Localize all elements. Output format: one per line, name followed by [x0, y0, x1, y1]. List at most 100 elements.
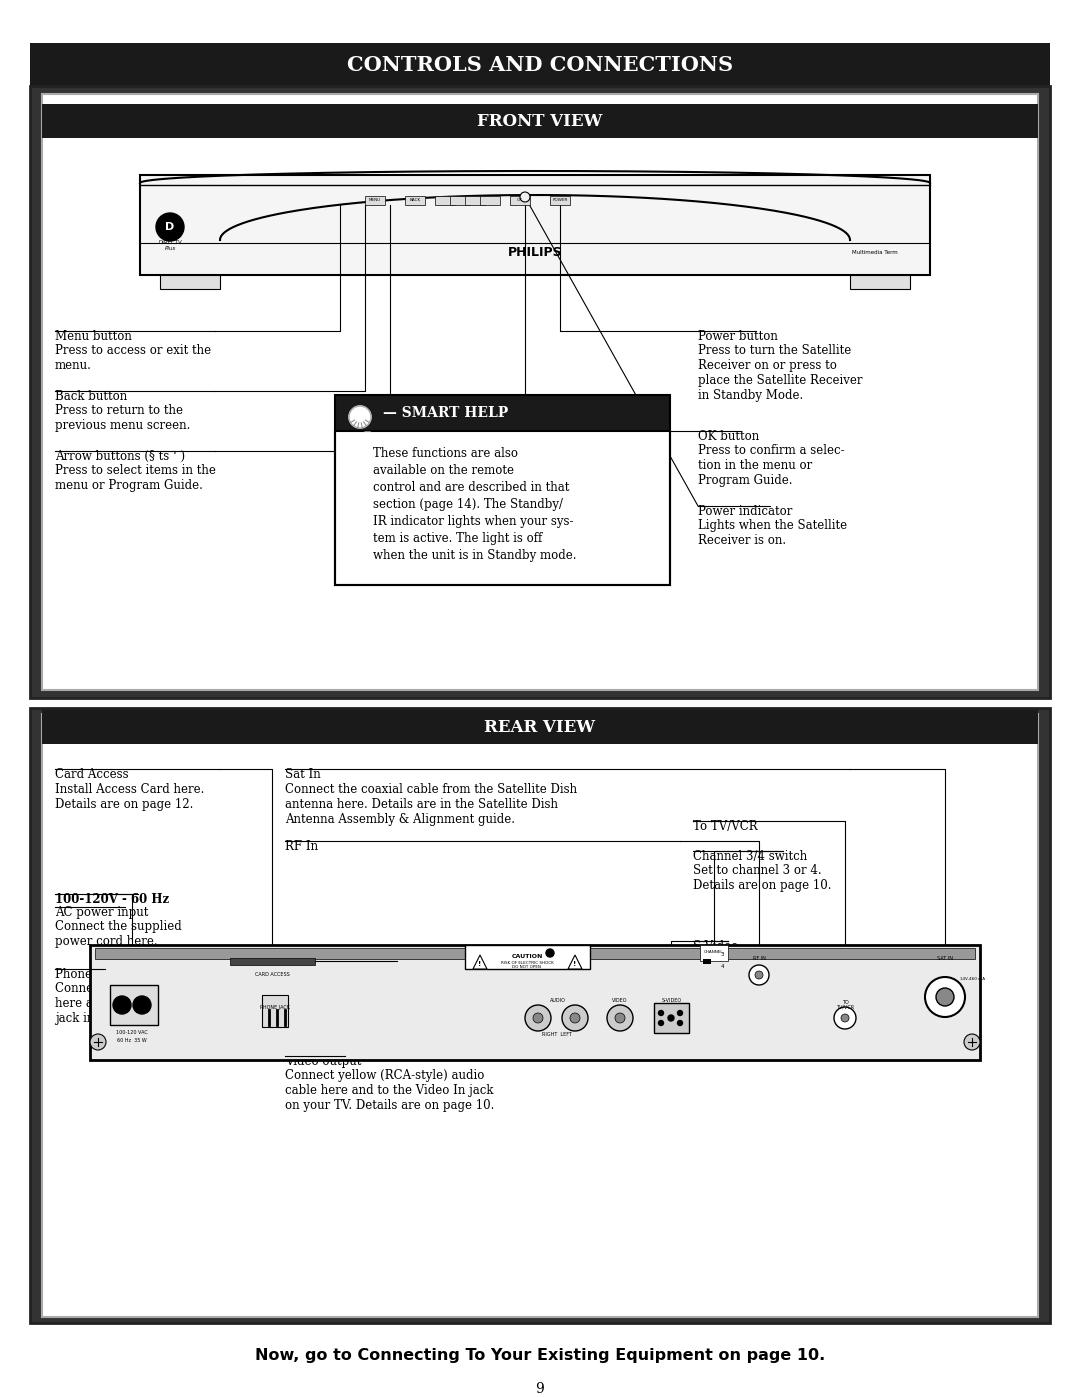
- Text: Press to select items in the
menu or Program Guide.: Press to select items in the menu or Pro…: [55, 464, 216, 492]
- Text: Set to channel 3 or 4.
Details are on page 10.: Set to channel 3 or 4. Details are on pa…: [693, 863, 832, 893]
- Bar: [95, 949, 975, 958]
- Text: Press to confirm a selec-
tion in the menu or
Program Guide.: Press to confirm a selec- tion in the me…: [698, 444, 845, 488]
- Bar: [335, 395, 670, 585]
- Text: PHONE JACK: PHONE JACK: [260, 1004, 291, 1010]
- Text: Install Access Card here.
Details are on page 12.: Install Access Card here. Details are on…: [55, 782, 204, 812]
- Circle shape: [615, 1013, 625, 1023]
- Circle shape: [677, 1010, 683, 1016]
- Text: Back button: Back button: [55, 390, 127, 402]
- Bar: [335, 395, 670, 432]
- Text: 4: 4: [720, 964, 724, 970]
- Text: Lights when the Satellite
Receiver is on.: Lights when the Satellite Receiver is on…: [698, 520, 847, 548]
- Text: RISK OF ELECTRIC SHOCK: RISK OF ELECTRIC SHOCK: [501, 961, 553, 965]
- Circle shape: [607, 1004, 633, 1031]
- Bar: [110, 985, 158, 1025]
- Circle shape: [755, 971, 762, 979]
- Bar: [335, 432, 670, 585]
- Circle shape: [519, 191, 530, 203]
- Bar: [654, 1003, 689, 1032]
- Polygon shape: [568, 956, 582, 970]
- Bar: [42, 103, 1038, 138]
- Text: Now, go to Connecting To Your Existing Equipment on page 10.: Now, go to Connecting To Your Existing E…: [255, 1348, 825, 1363]
- Circle shape: [936, 988, 954, 1006]
- Circle shape: [841, 1014, 849, 1023]
- Text: CONTROLS AND CONNECTIONS: CONTROLS AND CONNECTIONS: [347, 54, 733, 75]
- Bar: [703, 958, 711, 964]
- Text: OK button: OK button: [698, 430, 759, 443]
- Text: TO: TO: [841, 999, 849, 1004]
- Text: Power indicator: Power indicator: [698, 504, 793, 518]
- Text: CAUTION: CAUTION: [511, 954, 542, 958]
- Bar: [30, 708, 1050, 1323]
- Bar: [30, 87, 1050, 698]
- Bar: [140, 175, 930, 275]
- Text: TV/VCR: TV/VCR: [836, 1004, 854, 1010]
- Text: VIDEO: VIDEO: [612, 997, 627, 1003]
- Circle shape: [924, 977, 966, 1017]
- Text: Arrow buttons (§ ts ‘ ): Arrow buttons (§ ts ‘ ): [55, 450, 185, 462]
- Text: FRONT VIEW: FRONT VIEW: [477, 113, 603, 130]
- Text: AC power input: AC power input: [55, 907, 148, 919]
- Text: Press to access or exit the
menu.: Press to access or exit the menu.: [55, 344, 211, 372]
- Text: 3: 3: [720, 953, 724, 957]
- Circle shape: [113, 996, 131, 1014]
- Circle shape: [659, 1020, 663, 1025]
- Text: Connect an S-Video cable
here and to the S-Video
IN jack on the TV or
other vide: Connect an S-Video cable here and to the…: [693, 954, 846, 1011]
- Text: Connect the phone cord
here and to the wall phone
jack in your home.: Connect the phone cord here and to the w…: [55, 982, 215, 1025]
- Text: 100-120V - 60 Hz: 100-120V - 60 Hz: [55, 893, 170, 907]
- Bar: [30, 43, 1050, 88]
- Circle shape: [156, 212, 184, 242]
- Circle shape: [90, 1034, 106, 1051]
- Text: Connect the coaxial cable from the Satellite Dish
antenna here. Details are in t: Connect the coaxial cable from the Satel…: [285, 782, 577, 826]
- Text: BACK: BACK: [409, 198, 420, 203]
- Text: RF IN: RF IN: [753, 956, 766, 961]
- Polygon shape: [473, 956, 487, 970]
- Bar: [850, 275, 910, 289]
- Text: S-VIDEO: S-VIDEO: [662, 997, 683, 1003]
- Text: Sat In: Sat In: [285, 768, 321, 781]
- Text: Press to return to the
previous menu screen.: Press to return to the previous menu scr…: [55, 404, 190, 432]
- Circle shape: [964, 1034, 980, 1051]
- Text: Card Access: Card Access: [55, 768, 129, 781]
- Bar: [230, 958, 315, 965]
- Bar: [42, 710, 1038, 745]
- Text: Menu button: Menu button: [55, 330, 132, 344]
- Text: 14V-460 mA: 14V-460 mA: [960, 977, 985, 981]
- Text: CHANNEL: CHANNEL: [704, 950, 724, 954]
- Circle shape: [659, 1010, 663, 1016]
- Text: These functions are also
available on the remote
control and are described in th: These functions are also available on th…: [373, 447, 577, 562]
- Text: SAT IN: SAT IN: [937, 956, 953, 961]
- Text: D: D: [165, 222, 175, 232]
- Text: !: !: [573, 961, 577, 967]
- Bar: [42, 714, 1038, 1317]
- Circle shape: [534, 1013, 543, 1023]
- Bar: [480, 196, 500, 205]
- Text: 60 Hz  35 W: 60 Hz 35 W: [117, 1038, 147, 1044]
- Bar: [42, 94, 1038, 690]
- Text: MENU: MENU: [369, 198, 381, 203]
- Text: OK: OK: [517, 198, 523, 203]
- Circle shape: [834, 1007, 856, 1030]
- Circle shape: [677, 1020, 683, 1025]
- Bar: [465, 944, 590, 970]
- Text: RF In: RF In: [285, 840, 319, 854]
- Text: RIGHT  LEFT: RIGHT LEFT: [542, 1032, 572, 1038]
- Circle shape: [562, 1004, 588, 1031]
- Circle shape: [546, 949, 554, 957]
- Circle shape: [570, 1013, 580, 1023]
- Text: Video output: Video output: [285, 1055, 362, 1067]
- Text: 9: 9: [536, 1382, 544, 1396]
- Bar: [160, 275, 220, 289]
- Circle shape: [669, 1016, 674, 1021]
- Bar: [90, 944, 980, 1060]
- Text: S-Video: S-Video: [693, 940, 739, 953]
- Text: Multimedia Term: Multimedia Term: [852, 250, 897, 254]
- Text: POWER: POWER: [552, 198, 568, 203]
- Text: Press to turn the Satellite
Receiver on or press to
place the Satellite Receiver: Press to turn the Satellite Receiver on …: [698, 344, 863, 402]
- Text: — SMART HELP: — SMART HELP: [383, 407, 509, 420]
- Bar: [465, 196, 485, 205]
- Text: PHILIPS: PHILIPS: [508, 246, 563, 260]
- Text: Power button: Power button: [698, 330, 778, 344]
- Bar: [405, 196, 426, 205]
- Text: To TV/VCR: To TV/VCR: [693, 820, 758, 833]
